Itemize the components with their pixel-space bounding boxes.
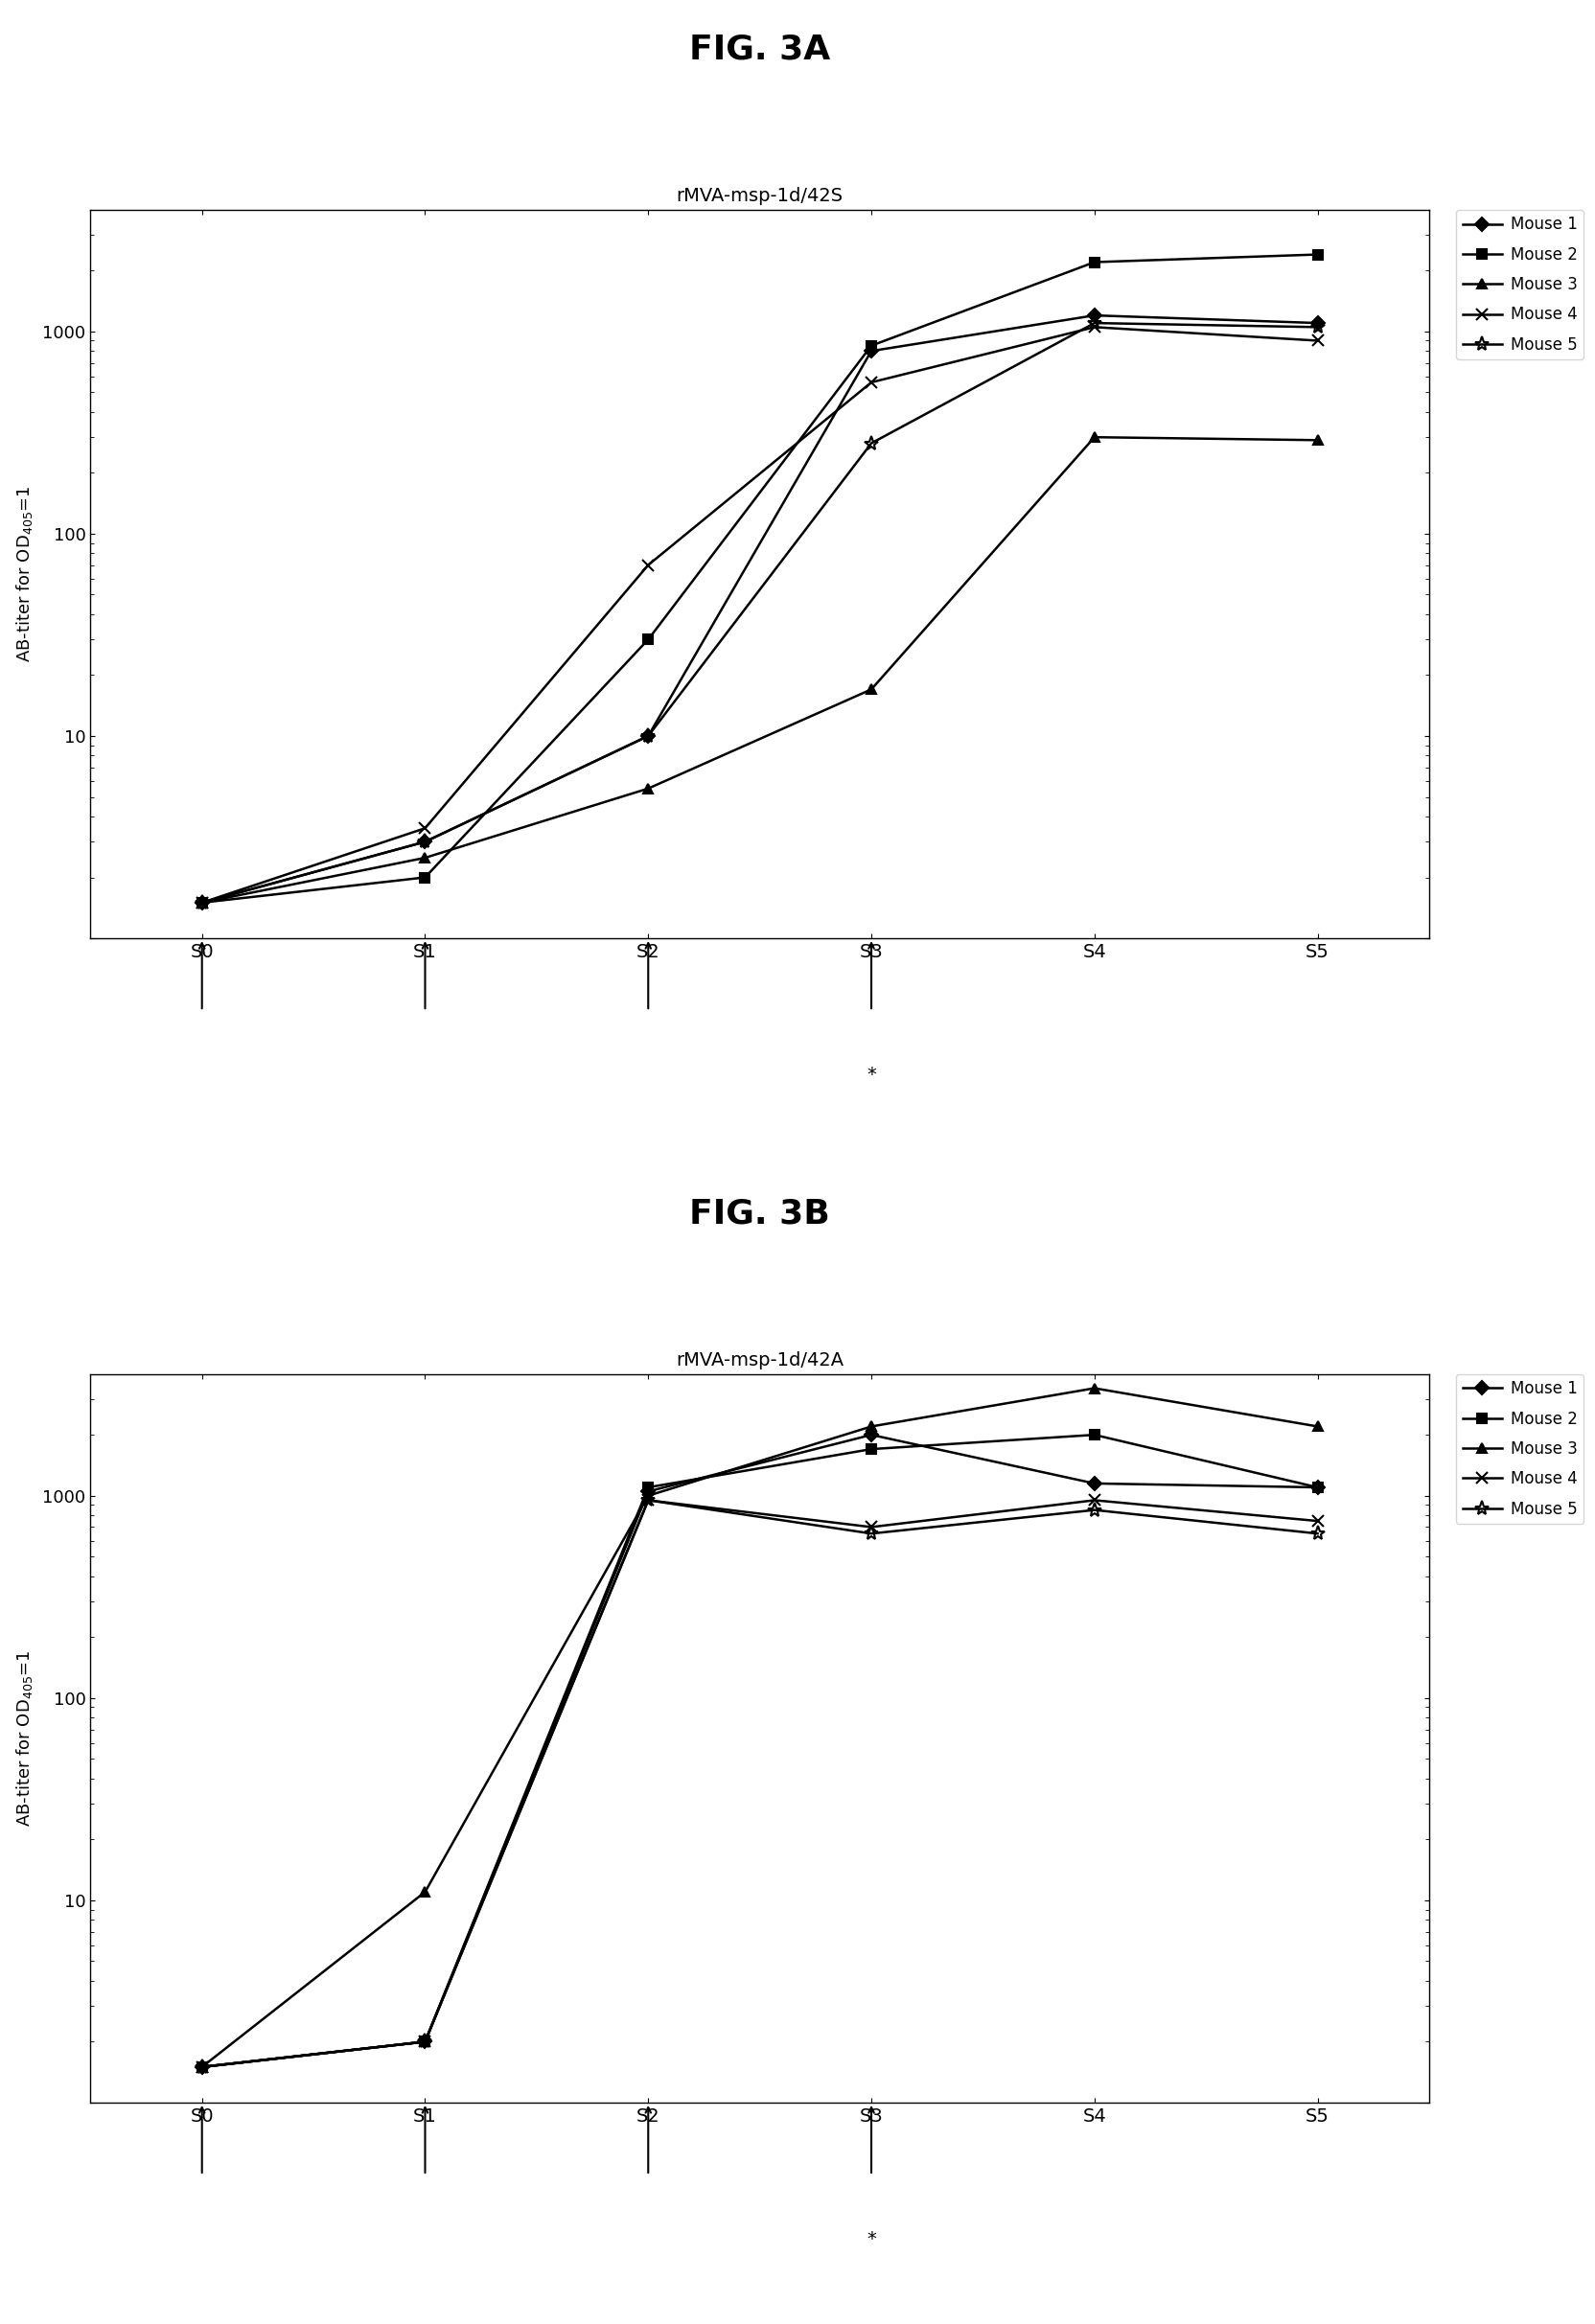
Mouse 3: [861, 1413, 880, 1441]
Mouse 3: [1308, 425, 1327, 453]
Mouse 5: [1308, 314, 1327, 342]
Mouse 4: [1308, 328, 1327, 356]
Mouse 3: [1308, 1413, 1327, 1441]
Mouse 3: [638, 1483, 657, 1511]
Mouse 4: [415, 2029, 434, 2057]
Line: Mouse 5: Mouse 5: [195, 316, 1324, 911]
Mouse 1: [1308, 1473, 1327, 1501]
Mouse 4: [1085, 1487, 1104, 1515]
Mouse 3: [193, 888, 212, 916]
Y-axis label: AB-titer for OD$_{405}$=1: AB-titer for OD$_{405}$=1: [14, 486, 35, 662]
Mouse 4: [1085, 314, 1104, 342]
Text: FIG. 3A: FIG. 3A: [689, 33, 829, 65]
Mouse 3: [1085, 1373, 1104, 1401]
Mouse 3: [193, 2052, 212, 2080]
Line: Mouse 4: Mouse 4: [196, 1494, 1322, 2073]
Mouse 1: [638, 723, 657, 751]
Mouse 4: [415, 813, 434, 841]
Line: Mouse 2: Mouse 2: [198, 251, 1322, 906]
Mouse 3: [638, 774, 657, 802]
Mouse 1: [415, 827, 434, 855]
Mouse 2: [861, 332, 880, 360]
Mouse 2: [1308, 1473, 1327, 1501]
Mouse 5: [1308, 1520, 1327, 1548]
Mouse 1: [1085, 1469, 1104, 1497]
Mouse 5: [1085, 1497, 1104, 1525]
Mouse 1: [861, 1420, 880, 1448]
Mouse 5: [638, 723, 657, 751]
Mouse 5: [861, 430, 880, 458]
Line: Mouse 2: Mouse 2: [198, 1429, 1322, 2071]
Mouse 3: [415, 1878, 434, 1906]
Mouse 5: [193, 2052, 212, 2080]
Mouse 5: [638, 1487, 657, 1515]
Title: rMVA-msp-1d/42A: rMVA-msp-1d/42A: [675, 1353, 844, 1369]
Mouse 4: [193, 888, 212, 916]
Mouse 2: [415, 865, 434, 892]
Mouse 4: [861, 370, 880, 397]
Mouse 3: [1085, 423, 1104, 451]
Mouse 4: [638, 551, 657, 579]
Line: Mouse 4: Mouse 4: [196, 321, 1322, 909]
Text: *: *: [866, 2231, 876, 2247]
Mouse 3: [861, 676, 880, 704]
Mouse 2: [1085, 1420, 1104, 1448]
Text: FIG. 3B: FIG. 3B: [689, 1197, 829, 1229]
Mouse 2: [638, 625, 657, 653]
Mouse 2: [1308, 242, 1327, 270]
Y-axis label: AB-titer for OD$_{405}$=1: AB-titer for OD$_{405}$=1: [14, 1650, 35, 1827]
Legend: Mouse 1, Mouse 2, Mouse 3, Mouse 4, Mouse 5: Mouse 1, Mouse 2, Mouse 3, Mouse 4, Mous…: [1455, 209, 1582, 360]
Line: Mouse 1: Mouse 1: [198, 311, 1322, 906]
Line: Mouse 5: Mouse 5: [195, 1492, 1324, 2075]
Mouse 5: [193, 888, 212, 916]
Mouse 4: [861, 1513, 880, 1541]
Mouse 1: [1308, 309, 1327, 337]
Mouse 4: [1308, 1506, 1327, 1534]
Mouse 1: [638, 1478, 657, 1506]
Mouse 5: [1085, 309, 1104, 337]
Mouse 2: [193, 2052, 212, 2080]
Text: *: *: [866, 1067, 876, 1083]
Mouse 2: [1085, 249, 1104, 277]
Legend: Mouse 1, Mouse 2, Mouse 3, Mouse 4, Mouse 5: Mouse 1, Mouse 2, Mouse 3, Mouse 4, Mous…: [1455, 1373, 1582, 1525]
Mouse 1: [861, 337, 880, 365]
Mouse 2: [861, 1436, 880, 1464]
Line: Mouse 1: Mouse 1: [198, 1429, 1322, 2071]
Mouse 5: [861, 1520, 880, 1548]
Mouse 1: [415, 2029, 434, 2057]
Mouse 1: [1085, 302, 1104, 330]
Mouse 5: [415, 2029, 434, 2057]
Line: Mouse 3: Mouse 3: [198, 432, 1322, 906]
Line: Mouse 3: Mouse 3: [198, 1383, 1322, 2071]
Mouse 4: [193, 2052, 212, 2080]
Mouse 2: [415, 2029, 434, 2057]
Mouse 4: [638, 1487, 657, 1515]
Mouse 1: [193, 2052, 212, 2080]
Mouse 2: [193, 888, 212, 916]
Mouse 5: [415, 827, 434, 855]
Mouse 3: [415, 844, 434, 872]
Mouse 1: [193, 888, 212, 916]
Mouse 2: [638, 1473, 657, 1501]
Title: rMVA-msp-1d/42S: rMVA-msp-1d/42S: [676, 188, 842, 205]
